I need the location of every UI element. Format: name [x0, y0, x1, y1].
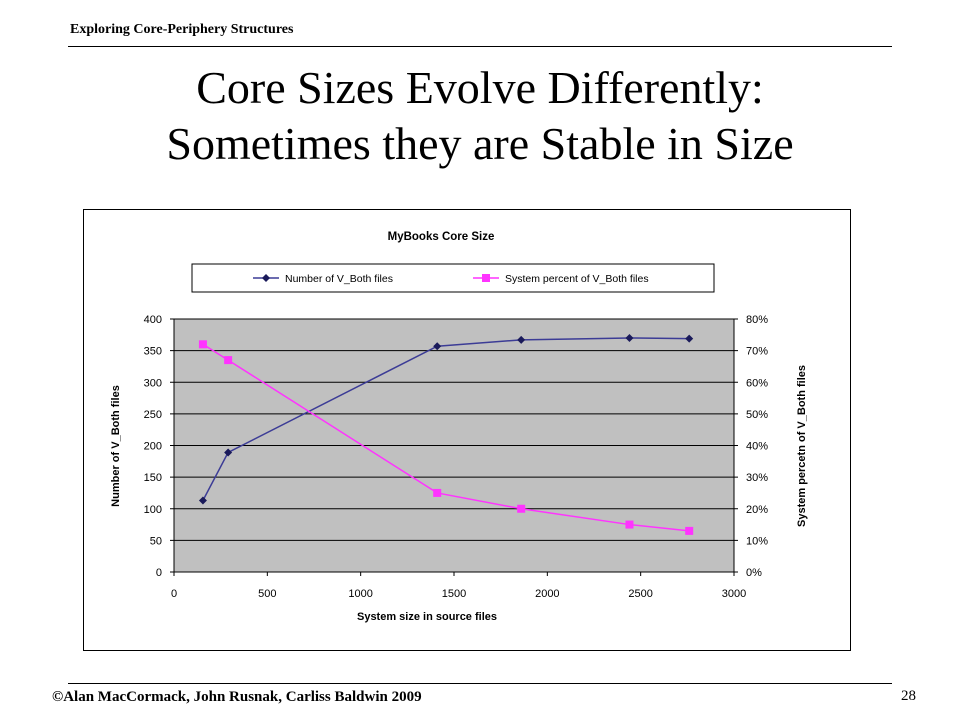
slide-title-line-1: Core Sizes Evolve Differently: [196, 62, 764, 113]
x-tick-label: 1000 [348, 588, 372, 600]
y-tick-label: 0 [156, 567, 162, 579]
y2-tick-label: 30% [746, 472, 768, 484]
series-2-point [625, 520, 634, 529]
legend-label: Number of V_Both files [285, 273, 393, 285]
series-line-1 [202, 337, 690, 501]
y-axis-label: Number of V_Both files [110, 385, 122, 507]
legend-marker [262, 274, 270, 282]
y-tick-label: 50 [150, 535, 162, 547]
series-1-point [433, 342, 442, 351]
x-tick-label: 1500 [442, 588, 466, 600]
y-tick-label: 350 [144, 346, 162, 358]
x-axis-label: System size in source files [357, 611, 497, 623]
chart-title: MyBooks Core Size [388, 231, 495, 243]
series-2-point [433, 488, 442, 497]
y-tick-label: 300 [144, 377, 162, 389]
y2-tick-label: 50% [746, 409, 768, 421]
legend-marker [482, 274, 490, 282]
y-tick-label: 100 [144, 504, 162, 516]
chart-legend: Number of V_Both files System percent of … [191, 263, 715, 293]
footer-rule [68, 683, 892, 684]
series-1-point [685, 334, 694, 343]
y2-tick-label: 10% [746, 535, 768, 547]
series-1-point [224, 448, 233, 457]
series-1-point [517, 335, 526, 344]
series-line-2 [202, 343, 690, 532]
x-tick-label: 3000 [722, 588, 746, 600]
slide-header: Exploring Core-Periphery Structures [70, 22, 294, 37]
header-rule [68, 46, 892, 47]
slide-title-line-2: Sometimes they are Stable in Size [166, 118, 794, 169]
y-tick-label: 250 [144, 409, 162, 421]
y2-tick-label: 40% [746, 441, 768, 453]
y2-tick-label: 70% [746, 346, 768, 358]
series-2-point [685, 526, 694, 535]
y2-tick-label: 80% [746, 314, 768, 326]
series-2-point [517, 504, 526, 513]
x-tick-label: 0 [171, 588, 177, 600]
legend-label: System percent of V_Both files [505, 273, 649, 285]
x-tick-label: 500 [258, 588, 276, 600]
y2-tick-label: 20% [746, 504, 768, 516]
page-number: 28 [901, 688, 916, 704]
series-1-point [198, 496, 207, 505]
x-tick-label: 2500 [628, 588, 652, 600]
y2-tick-label: 0% [746, 567, 762, 579]
series-2-point [198, 340, 207, 349]
x-tick-label: 2000 [535, 588, 559, 600]
y-tick-label: 200 [144, 441, 162, 453]
core-size-chart: MyBooks Core Size Number of V_Both files… [83, 209, 851, 651]
y2-tick-label: 60% [746, 377, 768, 389]
y-tick-label: 400 [144, 314, 162, 326]
slide-title: Core Sizes Evolve Differently: Sometimes… [0, 60, 960, 172]
copyright-footer: ©Alan MacCormack, John Rusnak, Carliss B… [52, 689, 422, 705]
series-2-point [224, 356, 233, 365]
series-1-point [625, 333, 634, 342]
y-tick-label: 150 [144, 472, 162, 484]
y2-axis-label: System percetn of V_Both files [796, 365, 808, 527]
